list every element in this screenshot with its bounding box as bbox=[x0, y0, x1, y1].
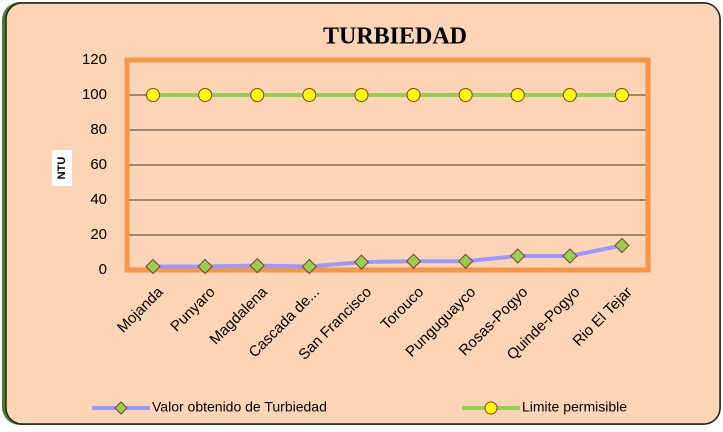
y-tick-label: 120 bbox=[82, 51, 107, 68]
marker bbox=[510, 88, 525, 102]
marker bbox=[614, 88, 629, 102]
marker bbox=[562, 248, 578, 264]
marker bbox=[198, 88, 213, 102]
marker bbox=[250, 88, 265, 102]
marker bbox=[353, 254, 370, 270]
marker bbox=[145, 258, 161, 275]
marker bbox=[457, 253, 474, 269]
legend-marker bbox=[114, 401, 128, 415]
legend-label: Valor obtenido de Turbiedad bbox=[152, 399, 327, 415]
marker bbox=[405, 253, 422, 269]
marker bbox=[458, 88, 473, 102]
y-tick-label: 60 bbox=[90, 156, 107, 173]
series-line bbox=[153, 243, 623, 269]
marker bbox=[146, 88, 161, 102]
marker bbox=[197, 258, 213, 275]
y-tick-label: 40 bbox=[90, 191, 107, 208]
y-tick-label: 80 bbox=[90, 121, 107, 138]
marker bbox=[406, 88, 421, 102]
marker bbox=[249, 257, 265, 274]
legend-marker bbox=[484, 401, 498, 415]
y-tick-label: 100 bbox=[82, 86, 107, 103]
marker bbox=[614, 237, 630, 254]
chart-title: TURBIEDAD bbox=[323, 24, 467, 50]
marker bbox=[510, 248, 526, 264]
plot-border bbox=[124, 57, 651, 273]
y-axis-label: NTU bbox=[56, 157, 68, 180]
y-tick-label: 0 bbox=[99, 261, 107, 278]
y-label-box bbox=[52, 150, 72, 186]
marker bbox=[354, 88, 369, 102]
marker bbox=[302, 88, 317, 102]
marker bbox=[301, 258, 318, 275]
y-tick-label: 20 bbox=[90, 226, 107, 243]
marker bbox=[562, 88, 577, 102]
legend-label: Limite permisible bbox=[522, 399, 627, 415]
